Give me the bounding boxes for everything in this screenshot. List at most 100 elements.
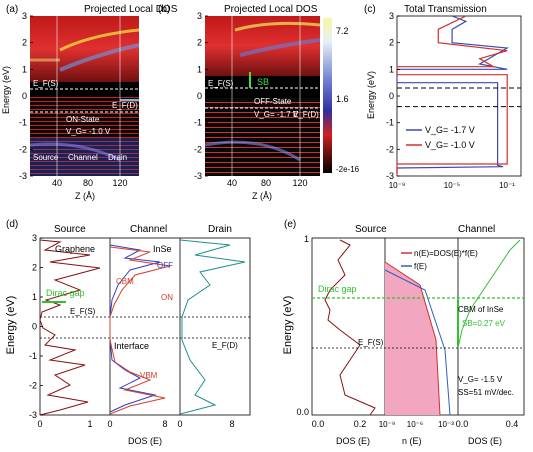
panel-e-xtick-label: 0.2: [354, 419, 367, 429]
panel-d-xtick-label: 0: [177, 419, 182, 429]
panel-d-section-source: Source: [54, 224, 86, 235]
panel-a-ytick-label: 1: [22, 64, 27, 74]
panel-e-ytick-label: 0.0: [296, 407, 309, 417]
panel-d-on: ON: [161, 293, 173, 302]
panel-d-cbm: CBM: [116, 277, 134, 286]
panel-e-ylabel: Energy (eV): [282, 296, 294, 355]
panel-b-xlabel: Z (Å): [252, 191, 272, 201]
panel-e-xtick-label: 10⁻⁹: [379, 420, 396, 429]
panel-a-xtick-label: 40: [52, 178, 62, 188]
panel-b-state: OFF-State: [254, 97, 292, 106]
panel-d-xtick-label: 8: [229, 419, 234, 429]
panel-a-ytick-label: 0: [22, 91, 27, 101]
panel-e-cbm: CBM of InSe: [458, 305, 504, 314]
panel-b-xtick-label: 120: [292, 178, 307, 188]
panel-c-xtick-label: 10⁻¹: [499, 181, 515, 190]
panel-c-ytick-label: 0: [389, 91, 394, 101]
panel-a: (a) Projected Local DOS Energy (eV) 3 2 1 0…: [1, 4, 178, 201]
panel-e-section-source: Source: [355, 224, 387, 235]
panel-d-ytick-label: 2: [32, 263, 37, 273]
panel-e-legend-1: n(E)=DOS(E)*f(E): [414, 249, 478, 258]
panel-c-title: Total Transmission: [404, 4, 487, 15]
panel-e-xtick-label: 0.0: [312, 419, 325, 429]
panel-c-series-2: [396, 15, 508, 176]
panel-c-legend-2: V_G= -1.0 V: [425, 140, 475, 150]
panel-d-section-drain: Drain: [208, 224, 232, 235]
panel-e-axis: 10.00.0 0.2 10⁻⁹ 10⁻⁶ 10⁻³ 0.0 0.4: [296, 234, 518, 429]
panel-a-ef-s: E_F(S): [33, 79, 59, 88]
panel-d-dirac: Dirac gap: [46, 288, 85, 298]
panel-e-sb: SB=0.27 eV: [462, 319, 506, 328]
panel-c-ytick-label: -1: [386, 118, 394, 128]
panel-c-axis: 3 2 1 0 -1 -2 -310⁻⁹ 10⁻⁵ 10⁻¹: [386, 11, 515, 190]
panel-c-ylabel: Energy (eV): [366, 71, 376, 119]
panel-b-vg: V_G= -1.7 V: [254, 110, 299, 119]
panel-b-title: Projected Local DOS: [224, 4, 318, 15]
panel-a-heatmap: [29, 16, 140, 176]
panel-d-ytick-label: 3: [32, 233, 37, 243]
panel-b-ef-s: E_F(S): [208, 79, 234, 88]
panel-a-ytick-label: -3: [19, 171, 27, 181]
panel-e-vg: V_G= -1.5 V: [458, 375, 503, 384]
panel-d-section-channel: Channel: [130, 224, 167, 235]
panel-b: (b) Projected Local DOS 7.2 1.6 -2e-16 3…: [158, 4, 360, 201]
panel-d-vbm: VBM: [140, 371, 158, 380]
panel-e-dirac: Dirac gap: [318, 284, 357, 294]
panel-b-sb: SB: [257, 77, 269, 87]
panel-b-ef-d: E_F(D): [293, 110, 319, 119]
panel-d-ytick-label: 0: [32, 322, 37, 332]
panel-d-off: OFF: [157, 261, 173, 270]
panel-c-plot: [396, 15, 521, 176]
panel-e: (e) Source Channel Energy (eV) n(E)=DOS(…: [282, 219, 525, 446]
panel-a-ef-d: E_F(D): [112, 101, 138, 110]
panel-a-source: Source: [33, 153, 59, 162]
colorbar-min: -2e-16: [336, 165, 360, 174]
panel-a-ytick-label: 2: [22, 38, 27, 48]
panel-d: (d) Source Channel Drain Energy (eV) 3 2 1…: [5, 219, 251, 446]
panel-d-ytick-label: -1: [29, 351, 37, 361]
panel-c-ytick-label: 1: [389, 64, 394, 74]
panel-c-ytick-label: 2: [389, 38, 394, 48]
panel-e-xlabel-1: DOS (E): [336, 436, 370, 446]
panel-e-xlabel-3: DOS (E): [468, 436, 502, 446]
panel-d-ef-s: E_F(S): [70, 307, 96, 316]
colorbar-max: 7.2: [336, 26, 349, 36]
panel-c-legend-1: V_G= -1.7 V: [425, 125, 475, 135]
panel-a-axis: 3 2 1 0 -1 -2 -3 40 80 120: [19, 11, 128, 188]
panel-b-ytick-label: -3: [194, 171, 202, 181]
panel-a-ytick-label: -1: [19, 118, 27, 128]
panel-c-letter: (c): [364, 4, 376, 15]
panel-d-xtick-label: 8: [162, 419, 167, 429]
panel-c-ytick-label: 3: [389, 11, 394, 21]
panel-e-xtick-label: 10⁻³: [438, 420, 454, 429]
panel-e-legend: n(E)=DOS(E)*f(E) f(E): [401, 249, 478, 271]
panel-a-title: Projected Local DOS: [84, 4, 178, 15]
panel-c-ytick-label: -3: [386, 171, 394, 181]
panel-d-xtick-label: 0: [107, 419, 112, 429]
panel-e-xtick-label: 10⁻⁶: [407, 420, 423, 429]
panel-d-ylabel: Energy (eV): [5, 296, 17, 355]
panel-d-ytick-label: -2: [29, 381, 37, 391]
panel-b-ytick-label: -1: [194, 118, 202, 128]
panel-a-letter: (a): [6, 4, 18, 15]
panel-e-ss: SS=51 mV/dec.: [458, 388, 514, 397]
panel-b-letter: (b): [158, 4, 170, 15]
panel-b-xtick-label: 80: [261, 178, 271, 188]
panel-e-letter: (e): [284, 219, 296, 230]
panel-a-ytick-label: 3: [22, 11, 27, 21]
panel-d-ytick-label: 1: [32, 292, 37, 302]
panel-e-xtick-label: 0.0: [456, 419, 469, 429]
panel-b-ytick-label: 0: [197, 91, 202, 101]
panel-e-ytick-label: 1: [304, 234, 309, 244]
panel-b-ytick-label: 3: [197, 11, 202, 21]
panel-d-ytick-label: -3: [29, 410, 37, 420]
panel-b-heatmap: [204, 16, 321, 176]
panel-b-ytick-label: -2: [194, 144, 202, 154]
panel-a-xtick-label: 80: [83, 178, 93, 188]
panel-c-ytick-label: -2: [386, 144, 394, 154]
panel-a-ytick-label: -2: [19, 144, 27, 154]
panel-d-xlabel: DOS (E): [128, 436, 162, 446]
panel-b-ytick-label: 1: [197, 64, 202, 74]
